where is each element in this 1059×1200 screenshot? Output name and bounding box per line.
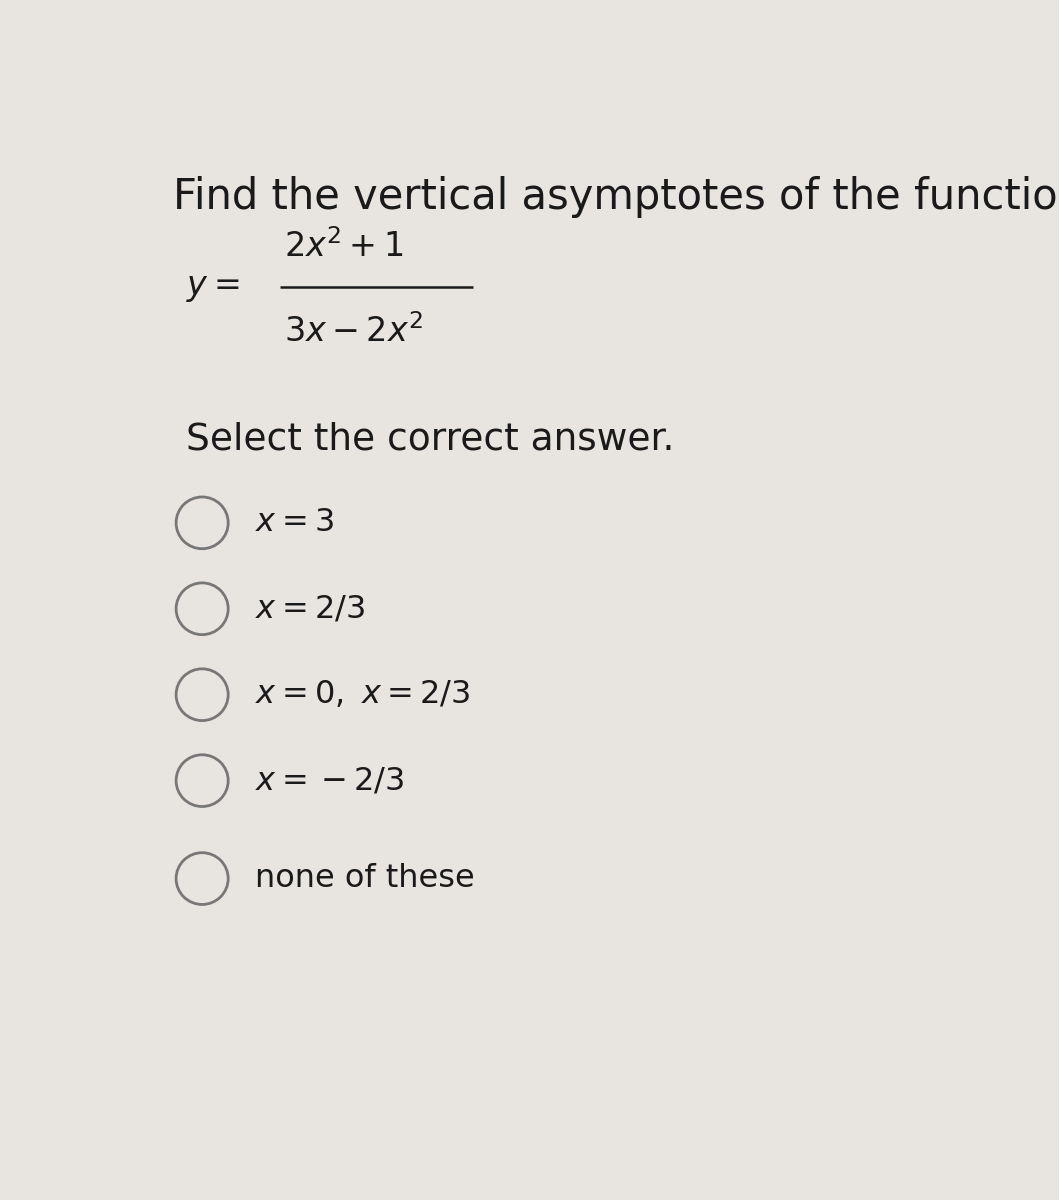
Text: Select the correct answer.: Select the correct answer. — [185, 421, 675, 457]
Text: $x = 3$: $x = 3$ — [255, 508, 335, 539]
Text: $y=$: $y=$ — [185, 271, 239, 304]
Text: $x = 0, \ x = 2/3$: $x = 0, \ x = 2/3$ — [255, 679, 471, 710]
Text: $3x-2x^2$: $3x-2x^2$ — [284, 314, 424, 349]
Text: $x = 2/3$: $x = 2/3$ — [255, 593, 365, 624]
Text: Find the vertical asymptotes of the function.: Find the vertical asymptotes of the func… — [174, 176, 1059, 218]
Text: $2x^2+1$: $2x^2+1$ — [284, 229, 403, 264]
Text: $x = -2/3$: $x = -2/3$ — [255, 766, 405, 796]
Text: none of these: none of these — [255, 863, 475, 894]
